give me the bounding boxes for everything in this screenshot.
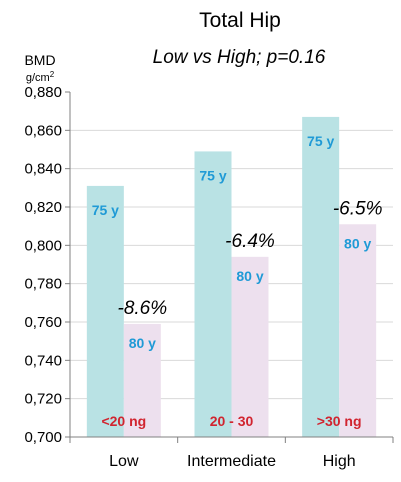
x-category-label: High: [323, 453, 356, 470]
y-axis-unit: g/cm2: [26, 70, 55, 84]
x-category-label: Intermediate: [187, 453, 276, 470]
bar-age-label: 80 y: [129, 335, 156, 351]
y-tick-label: 0,840: [24, 161, 62, 178]
bar-age-label: 75 y: [92, 202, 119, 218]
change-percent-label: -8.6%: [118, 298, 168, 319]
change-percent-label: -6.4%: [225, 231, 275, 252]
y-tick-label: 0,860: [24, 122, 62, 139]
bar: [339, 224, 377, 437]
y-tick-label: 0,800: [24, 237, 62, 254]
bar-age-label: 80 y: [344, 235, 371, 251]
y-axis-unit-exponent: 2: [50, 70, 55, 79]
bar-age-label: 75 y: [307, 133, 334, 149]
y-axis-label: BMD: [24, 52, 55, 68]
group-threshold-label: >30 ng: [317, 413, 362, 429]
y-tick-label: 0,880: [24, 84, 62, 101]
chart-title: Total Hip: [199, 9, 281, 32]
bar: [123, 323, 161, 437]
axes: 0,880 0,860 0,840 0,820 0,800 0,780 0,760 0,740…: [24, 84, 394, 446]
bar-age-label: 75 y: [199, 167, 226, 183]
bar: [194, 151, 232, 437]
y-tick-label: 0,760: [24, 314, 62, 331]
bar: [231, 256, 269, 437]
bar-labels: 75 y 80 y -8.6% <20 ng Low 75 y 80 y -6.4% 20 - …: [92, 133, 383, 470]
y-tick-label: 0,820: [24, 199, 62, 216]
bar: [86, 185, 124, 437]
y-axis-unit-base: g/cm: [26, 72, 50, 84]
chart-subtitle: Low vs High; p=0.16: [153, 47, 326, 68]
bar: [302, 116, 340, 438]
y-tick-label: 0,700: [24, 429, 62, 446]
y-tick-label: 0,740: [24, 352, 62, 369]
group-threshold-label: 20 - 30: [210, 413, 254, 429]
group-threshold-label: <20 ng: [101, 413, 146, 429]
change-percent-label: -6.5%: [333, 198, 383, 219]
y-tick-label: 0,720: [24, 391, 62, 408]
x-category-label: Low: [109, 453, 139, 470]
y-tick-label: 0,780: [24, 276, 62, 293]
bars: [86, 116, 377, 438]
bar-age-label: 80 y: [236, 268, 263, 284]
